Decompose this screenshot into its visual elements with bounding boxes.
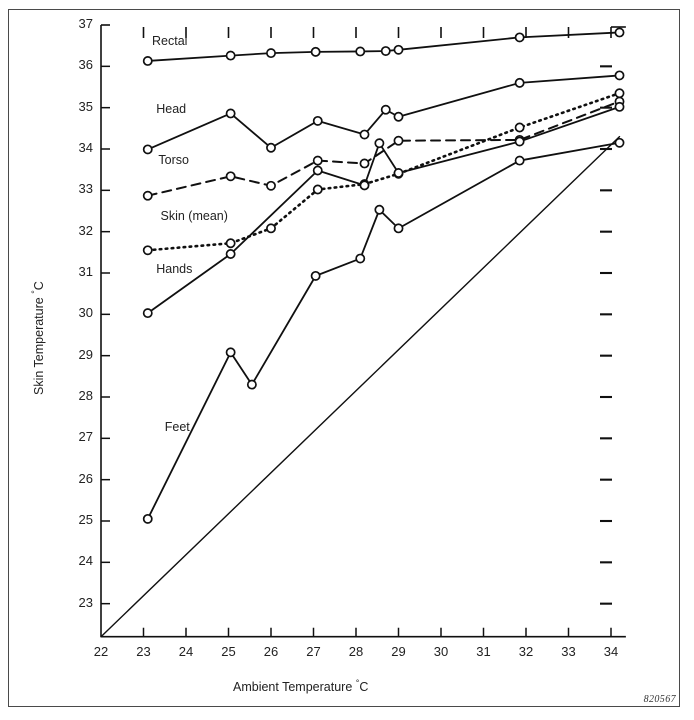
y-tick-label: 23 [78,594,93,610]
data-point-marker [266,48,276,59]
data-point-marker [514,155,525,166]
x-tick-label: 26 [263,643,279,659]
y-tick-label: 37 [78,16,93,31]
data-point-marker [359,158,370,169]
data-point-marker [514,122,525,133]
data-point-marker [142,308,153,319]
data-point-marker [312,115,323,126]
x-tick-label: 30 [433,643,449,659]
data-point-marker [312,184,323,195]
data-point-marker [310,270,321,281]
y-tick-label: 33 [78,181,93,197]
data-point-marker [142,56,153,66]
y-axis-label: Skin Temperature °C [29,281,47,396]
data-point-marker [614,88,625,99]
series-line-feet [146,141,621,520]
x-tick-label: 22 [93,643,109,659]
data-point-marker [225,347,236,358]
data-point-marker [393,135,404,146]
series-line-skin-mean [146,91,621,252]
series-label-skin-mean: Skin (mean) [160,209,228,224]
data-point-marker [374,204,385,215]
data-point-marker [225,108,236,119]
data-point-marker [614,101,625,112]
data-point-marker [614,137,625,148]
y-tick-label: 31 [78,264,93,279]
data-point-marker [393,223,404,234]
data-point-marker [614,27,625,38]
series-markers [142,27,625,524]
series-line-hands [146,105,621,314]
y-tick-label: 29 [78,346,93,362]
y-tick-label: 35 [78,98,93,114]
data-point-marker [142,190,153,201]
data-point-marker [359,180,370,191]
axis-lines [100,24,626,638]
series-label-head: Head [156,101,187,116]
data-point-marker [374,138,385,149]
tick-marks [101,27,612,637]
data-point-marker [355,46,366,57]
x-tick-label: 32 [518,643,534,659]
data-point-marker [142,144,153,155]
x-tick-label: 23 [136,643,151,659]
x-tick-label: 25 [221,643,236,659]
data-point-marker [266,142,276,153]
series-line-identity-line [100,135,621,638]
data-point-marker [614,70,625,81]
series-line-torso [146,100,621,197]
y-tick-label: 25 [78,512,93,527]
x-tick-label: 34 [603,643,619,659]
data-point-marker [514,136,525,147]
series-label-hands: Hands [156,261,193,276]
x-tick-label: 27 [306,643,321,659]
y-tick-label: 32 [78,222,93,238]
data-point-marker [393,111,404,122]
data-point-marker [514,32,525,43]
y-tick-label: 30 [78,305,93,321]
figure-id-label: 820567 [643,694,676,705]
data-point-marker [225,249,236,259]
x-tick-label: 28 [348,643,364,659]
data-point-marker [266,223,276,234]
data-point-marker [312,165,323,176]
y-tick-label: 36 [78,57,93,73]
data-point-marker [142,245,153,256]
data-point-marker [514,77,525,88]
data-point-marker [380,104,391,115]
data-point-marker [359,129,370,140]
data-point-marker [225,171,236,182]
series-label-torso: Torso [158,152,189,167]
x-axis-label: Ambient Temperature °C [233,678,369,695]
data-point-marker [266,180,276,191]
y-tick-label: 24 [78,553,93,569]
y-tick-label: 34 [78,140,93,155]
y-tick-label: 27 [78,429,93,445]
data-point-marker [393,168,404,178]
x-tick-label: 31 [476,643,491,659]
x-tick-label: 29 [391,643,406,659]
data-point-marker [225,50,236,61]
data-point-marker [225,238,236,249]
data-point-marker [380,46,391,56]
data-point-marker [246,379,257,390]
data-point-marker [310,46,321,57]
data-point-marker [142,513,153,524]
x-tick-label: 24 [178,643,194,659]
y-tick-label: 26 [78,470,93,486]
data-point-marker [312,155,323,166]
series-lines [100,31,621,638]
data-point-marker [355,253,366,264]
series-label-rectal: Rectal [152,33,188,48]
series-label-feet: Feet [164,420,190,434]
data-point-marker [393,44,404,55]
x-tick-label: 33 [561,643,576,659]
y-tick-label: 28 [78,388,93,403]
